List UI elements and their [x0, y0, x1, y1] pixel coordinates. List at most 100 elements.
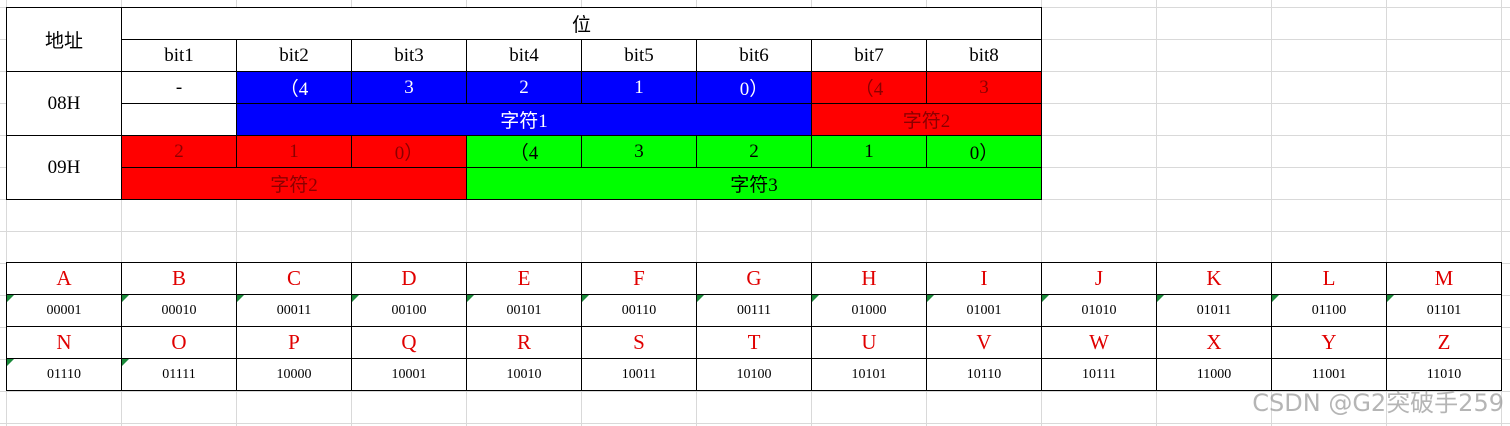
text-number-flag [697, 295, 704, 302]
code-cell: 11001 [1271, 358, 1387, 391]
empty-cell [121, 103, 237, 136]
letter-cell: K [1156, 262, 1272, 295]
code-cell: 01000 [811, 294, 927, 327]
bit-header: bit6 [696, 39, 812, 72]
gridline [351, 0, 352, 426]
text-number-flag [1272, 295, 1279, 302]
header-cell: 位 [121, 7, 1042, 40]
code-cell: 01110 [6, 358, 122, 391]
text-number-flag [7, 359, 14, 366]
letter-cell: V [926, 326, 1042, 359]
bit-cell: （4 [236, 71, 352, 104]
bit-cell: 2 [121, 135, 237, 168]
letter-cell: H [811, 262, 927, 295]
letter-cell: L [1271, 262, 1387, 295]
bit-cell: 3 [351, 71, 467, 104]
letter-cell: O [121, 326, 237, 359]
bit-cell: 0） [926, 135, 1042, 168]
code-cell: 10111 [1041, 358, 1157, 391]
bit-cell: 1 [581, 71, 697, 104]
group-cell: 字符1 [236, 103, 812, 136]
code-cell: 01101 [1386, 294, 1502, 327]
letter-cell: D [351, 262, 467, 295]
text-number-flag [122, 359, 129, 366]
letter-cell: A [6, 262, 122, 295]
gridline [1501, 0, 1502, 426]
text-number-flag [1387, 295, 1394, 302]
bit-cell: 3 [581, 135, 697, 168]
bit-header: bit8 [926, 39, 1042, 72]
bit-header: bit2 [236, 39, 352, 72]
letter-cell: G [696, 262, 812, 295]
letter-cell: F [581, 262, 697, 295]
code-cell: 10100 [696, 358, 812, 391]
bit-cell: 1 [811, 135, 927, 168]
text-number-flag [812, 295, 819, 302]
text-number-flag [7, 295, 14, 302]
gridline [1156, 0, 1157, 426]
gridline [1386, 0, 1387, 426]
text-number-flag [467, 295, 474, 302]
code-cell: 00011 [236, 294, 352, 327]
letter-cell: U [811, 326, 927, 359]
letter-cell: N [6, 326, 122, 359]
code-cell: 10011 [581, 358, 697, 391]
bit-header: bit4 [466, 39, 582, 72]
group-cell: 字符2 [811, 103, 1042, 136]
code-cell: 10001 [351, 358, 467, 391]
bit-header: bit3 [351, 39, 467, 72]
letter-cell: S [581, 326, 697, 359]
code-cell: 10101 [811, 358, 927, 391]
bit-cell: 0） [351, 135, 467, 168]
gridline [6, 0, 7, 426]
letter-cell: B [121, 262, 237, 295]
letter-cell: J [1041, 262, 1157, 295]
bit-cell: （4 [466, 135, 582, 168]
letter-cell: I [926, 262, 1042, 295]
code-cell: 11010 [1386, 358, 1502, 391]
text-number-flag [122, 295, 129, 302]
code-cell: 00010 [121, 294, 237, 327]
code-cell: 01010 [1041, 294, 1157, 327]
text-number-flag [237, 295, 244, 302]
letter-cell: X [1156, 326, 1272, 359]
address-cell: 09H [6, 135, 122, 200]
gridline [0, 231, 1510, 232]
letter-cell: M [1386, 262, 1502, 295]
code-cell: 00001 [6, 294, 122, 327]
bit-cell: （4 [811, 71, 927, 104]
gridline [0, 391, 1510, 392]
gridline [1271, 0, 1272, 426]
bit-cell: 2 [466, 71, 582, 104]
bit-cell: 0） [696, 71, 812, 104]
letter-cell: Y [1271, 326, 1387, 359]
letter-cell: P [236, 326, 352, 359]
code-cell: 00110 [581, 294, 697, 327]
code-cell: 01100 [1271, 294, 1387, 327]
gridline [466, 0, 467, 426]
bit-cell: 3 [926, 71, 1042, 104]
bit-cell: 1 [236, 135, 352, 168]
code-cell: 01001 [926, 294, 1042, 327]
text-number-flag [1157, 295, 1164, 302]
code-cell: 01111 [121, 358, 237, 391]
letter-cell: C [236, 262, 352, 295]
gridline [121, 0, 122, 426]
text-number-flag [1042, 295, 1049, 302]
header-cell: 地址 [6, 7, 122, 72]
bit-header: bit7 [811, 39, 927, 72]
bit-header: bit1 [121, 39, 237, 72]
gridline [581, 0, 582, 426]
letter-cell: E [466, 262, 582, 295]
letter-cell: T [696, 326, 812, 359]
text-number-flag [582, 295, 589, 302]
bit-cell: 2 [696, 135, 812, 168]
address-cell: 08H [6, 71, 122, 136]
gridline [236, 0, 237, 426]
gridline [696, 0, 697, 426]
gridline [0, 423, 1510, 424]
group-cell: 字符2 [121, 167, 467, 200]
group-cell: 字符3 [466, 167, 1042, 200]
code-cell: 00100 [351, 294, 467, 327]
